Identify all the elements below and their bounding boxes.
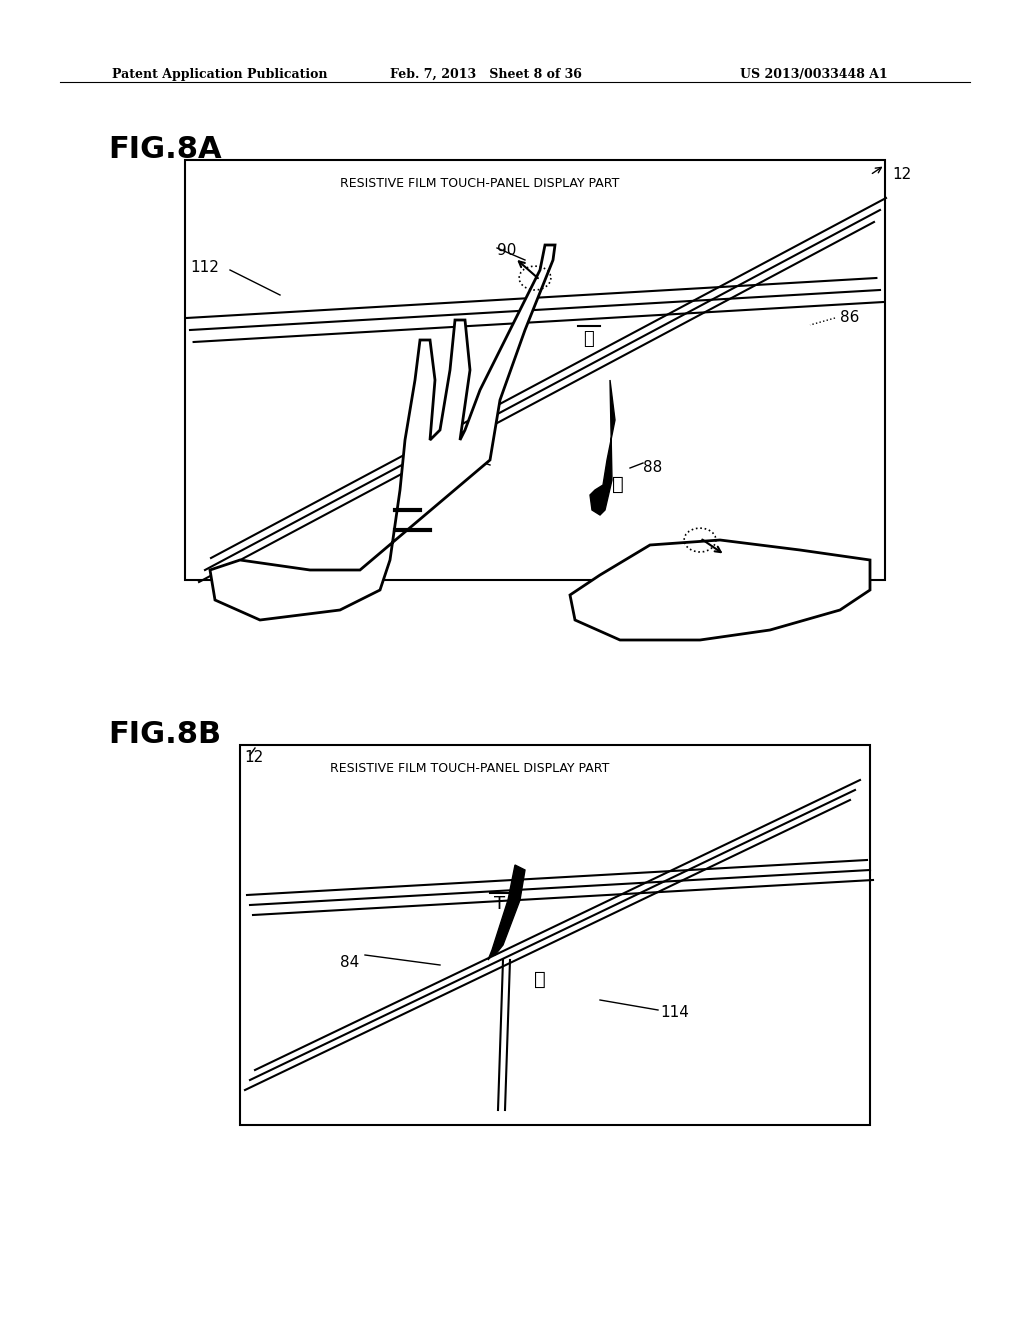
Text: 12: 12	[244, 750, 263, 766]
Text: US 2013/0033448 A1: US 2013/0033448 A1	[740, 69, 888, 81]
PathPatch shape	[570, 540, 870, 640]
Text: 文: 文	[612, 475, 624, 494]
Text: T: T	[495, 895, 506, 913]
PathPatch shape	[210, 246, 555, 620]
Text: 12: 12	[892, 168, 911, 182]
Bar	[185, 160, 885, 579]
Text: 86: 86	[840, 310, 859, 325]
Text: FIG.8A: FIG.8A	[108, 135, 221, 164]
Text: 90: 90	[497, 243, 516, 257]
Text: 84: 84	[438, 450, 458, 465]
Text: 114: 114	[660, 1005, 689, 1020]
Text: 文: 文	[535, 970, 546, 989]
Bar	[240, 744, 870, 1125]
Text: ア: ア	[583, 330, 593, 348]
Text: 112: 112	[190, 260, 219, 275]
Text: RESISTIVE FILM TOUCH-PANEL DISPLAY PART: RESISTIVE FILM TOUCH-PANEL DISPLAY PART	[330, 762, 609, 775]
Text: 22: 22	[690, 615, 710, 630]
Text: FIG.8B: FIG.8B	[108, 719, 221, 748]
Text: RESISTIVE FILM TOUCH-PANEL DISPLAY PART: RESISTIVE FILM TOUCH-PANEL DISPLAY PART	[340, 177, 620, 190]
Polygon shape	[488, 865, 525, 960]
Text: 110: 110	[730, 568, 759, 583]
Text: Patent Application Publication: Patent Application Publication	[112, 69, 328, 81]
Text: Feb. 7, 2013   Sheet 8 of 36: Feb. 7, 2013 Sheet 8 of 36	[390, 69, 582, 81]
Polygon shape	[590, 380, 615, 515]
Text: 88: 88	[643, 459, 663, 475]
Text: 84: 84	[340, 954, 359, 970]
